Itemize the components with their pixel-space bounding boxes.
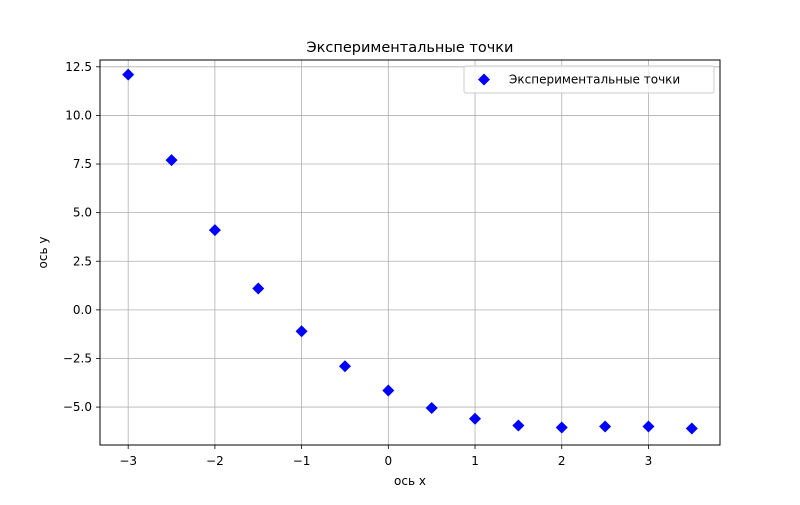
y-tick-label: −2.5	[63, 351, 92, 365]
data-point	[208, 224, 221, 237]
x-tick-label: 1	[471, 454, 479, 468]
legend-box	[463, 65, 715, 94]
plot-frame	[99, 59, 721, 446]
data-points	[122, 68, 698, 435]
data-point	[165, 154, 178, 167]
x-tick-label: 2	[558, 454, 566, 468]
chart-title: Экспериментальные точки	[307, 40, 514, 56]
data-point	[642, 420, 655, 433]
data-point	[122, 68, 135, 81]
x-tick-label: −1	[293, 454, 311, 468]
data-point	[425, 402, 438, 415]
y-tick-label: −5.0	[63, 400, 92, 414]
y-tick-label: 2.5	[73, 254, 92, 268]
data-point	[599, 420, 612, 433]
data-point	[469, 412, 482, 425]
y-tick-label: 0.0	[73, 303, 92, 317]
x-tick-label: 0	[385, 454, 393, 468]
y-tick-label: 10.0	[65, 108, 92, 122]
data-point	[555, 421, 568, 434]
x-tick-label: −2	[206, 454, 224, 468]
plot-area	[100, 60, 720, 445]
legend: Экспериментальные точки	[463, 65, 715, 94]
legend-marker-diamond-icon	[478, 73, 490, 86]
data-point	[685, 422, 698, 435]
data-point	[512, 419, 525, 432]
legend-entry-label: Экспериментальные точки	[509, 73, 680, 87]
y-tick-label: 5.0	[73, 206, 92, 220]
y-tick-label: 7.5	[73, 157, 92, 171]
y-axis-label: ось y	[36, 237, 50, 269]
x-axis-label: ось x	[394, 474, 426, 488]
data-point	[382, 384, 395, 397]
x-tick-label: −3	[119, 454, 137, 468]
data-point	[252, 282, 265, 295]
x-tick-label: 3	[645, 454, 653, 468]
grid-lines	[100, 60, 720, 445]
axes: −3 −2 −1 0 1 2 3 −5.0 −2.5 0.0 2.5 5.0 7.5 10.0 12.5	[63, 60, 652, 468]
data-point	[338, 360, 351, 373]
data-point	[295, 325, 308, 338]
y-tick-label: 12.5	[65, 60, 92, 74]
